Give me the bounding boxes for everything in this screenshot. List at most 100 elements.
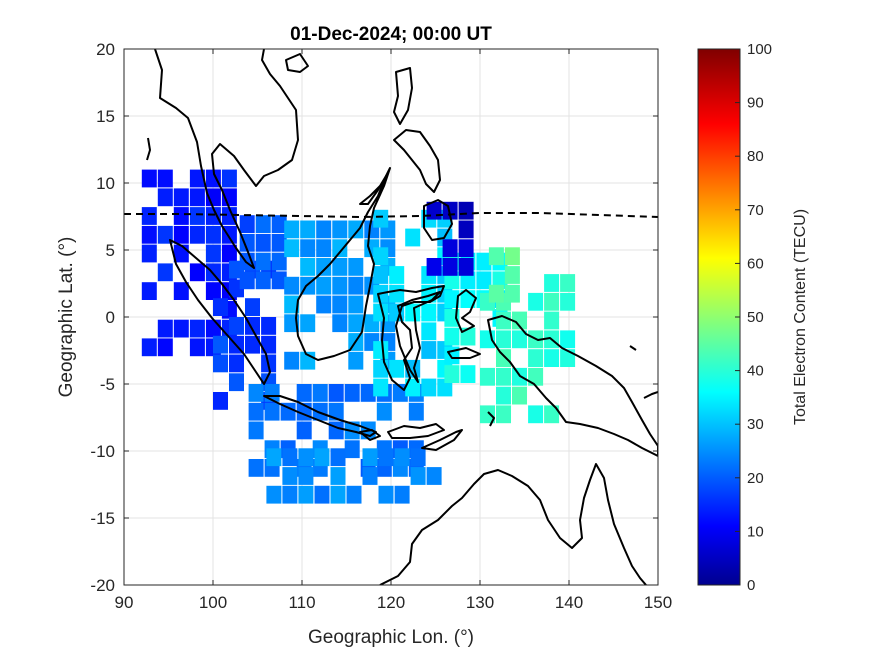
x-tick-label: 120	[377, 593, 405, 612]
tec-cell	[189, 207, 205, 225]
tec-cell	[157, 169, 173, 188]
tec-cell	[296, 421, 312, 440]
tec-cell	[189, 225, 205, 244]
tec-cell	[221, 244, 237, 263]
tec-cell	[284, 220, 300, 239]
tec-cell	[173, 282, 189, 300]
tec-cell	[141, 169, 157, 188]
tec-cell	[458, 258, 474, 276]
tec-cell	[328, 384, 344, 402]
tec-cell	[284, 295, 300, 314]
tec-cell	[173, 188, 189, 207]
x-tick-label: 100	[199, 593, 227, 612]
tec-cell	[264, 402, 280, 421]
tec-cell	[560, 330, 576, 349]
tec-cell	[460, 365, 476, 383]
y-tick-label: 10	[96, 174, 115, 193]
tec-cell	[284, 351, 300, 370]
x-tick-label: 130	[466, 593, 494, 612]
tec-cell	[300, 239, 316, 258]
tec-cell	[282, 467, 298, 485]
tec-cell	[213, 392, 228, 410]
tec-cell	[157, 263, 173, 282]
tec-cell	[261, 335, 277, 354]
tec-cell	[248, 459, 264, 477]
x-tick-label: 110	[288, 593, 315, 612]
tec-cell	[442, 258, 458, 276]
tec-cell	[229, 373, 244, 392]
tec-cell	[189, 338, 205, 357]
tec-cell	[389, 359, 405, 378]
magnetic-equator-line	[124, 212, 658, 219]
tec-cell	[410, 467, 426, 485]
tec-cell	[528, 367, 544, 386]
tec-cell	[296, 384, 312, 402]
y-tick-label: -15	[90, 509, 115, 528]
tec-cell	[544, 349, 560, 367]
colorbar-tick-label: 50	[747, 309, 764, 326]
colorbar-tick-label: 100	[747, 41, 772, 58]
tec-cell	[332, 220, 348, 239]
tec-cell	[255, 233, 271, 252]
tec-cell	[205, 169, 221, 188]
tec-cell	[437, 378, 453, 397]
tec-cell	[405, 303, 421, 322]
coastline-andaman	[146, 137, 151, 161]
tec-cell	[492, 271, 508, 290]
coastline-aru	[487, 411, 495, 427]
tec-cell	[344, 384, 360, 402]
coastline-visayas	[393, 129, 441, 193]
tec-cell	[205, 282, 221, 300]
tec-cell	[444, 327, 460, 346]
coastline-flores	[387, 423, 445, 439]
coastline-halmahera	[455, 289, 477, 333]
tec-cell	[496, 349, 511, 367]
tec-cell	[157, 319, 173, 338]
tec-cell	[266, 485, 282, 504]
tec-cell	[512, 330, 527, 349]
tec-cell	[373, 341, 389, 359]
tec-cell	[348, 258, 364, 276]
x-axis: 90 100 110 120 130 140 150	[115, 49, 672, 612]
tec-cell	[173, 319, 189, 338]
tec-cell	[213, 354, 228, 373]
tec-cell	[173, 225, 189, 244]
tec-cell	[271, 252, 287, 271]
tec-cell	[229, 354, 244, 373]
tec-cell	[421, 322, 437, 341]
coastline-new-guinea	[487, 315, 658, 457]
tec-cell	[332, 295, 348, 314]
coastline-luzon	[393, 67, 413, 125]
tec-cell	[488, 247, 504, 266]
tec-cell	[330, 467, 346, 485]
tec-cell	[421, 303, 437, 322]
tec-cell	[213, 335, 228, 354]
tec-cell	[488, 284, 504, 303]
tec-cell	[444, 365, 460, 383]
tec-cell	[157, 225, 173, 244]
tec-cell	[394, 485, 410, 504]
tec-cell	[330, 448, 346, 467]
x-axis-label: Geographic Lon. (°)	[308, 627, 474, 648]
colorbar-tick-label: 10	[747, 523, 764, 540]
tec-cell	[298, 448, 314, 467]
tec-cell	[410, 448, 426, 467]
coastline-pacific-islands	[629, 345, 658, 399]
coastline-hainan	[285, 53, 309, 73]
tec-cell	[141, 207, 157, 225]
tec-cell	[460, 271, 476, 290]
tec-cell	[300, 258, 316, 276]
tec-cell	[271, 215, 287, 233]
y-axis-label: Geographic Lat. (°)	[56, 237, 77, 398]
tec-cell	[528, 292, 544, 311]
tec-cell	[205, 263, 221, 282]
tec-cell	[373, 266, 389, 284]
colorbar-tick-label: 30	[747, 416, 764, 433]
tec-cell	[298, 485, 314, 504]
tec-cell	[348, 314, 364, 333]
x-tick-label: 90	[115, 593, 134, 612]
tec-cell	[189, 319, 205, 338]
tec-cell	[282, 485, 298, 504]
tec-cell	[373, 378, 389, 397]
